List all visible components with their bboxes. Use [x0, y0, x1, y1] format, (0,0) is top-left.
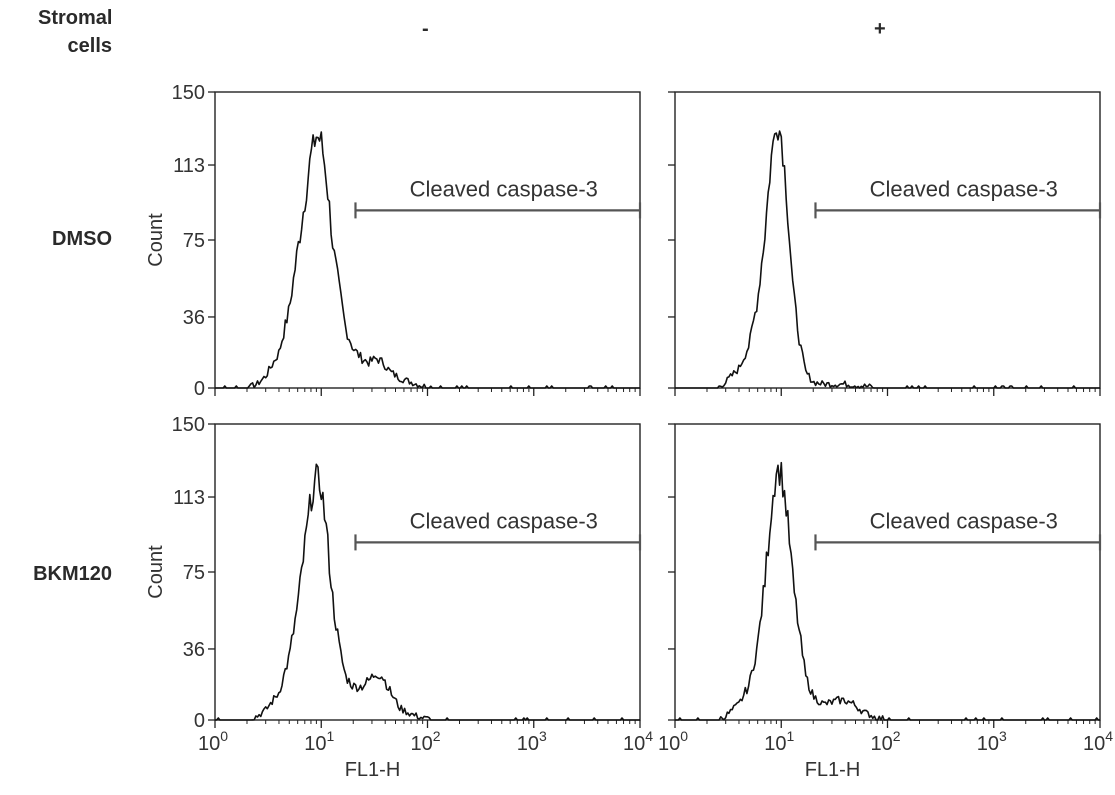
- x-tick-label: 100: [658, 728, 688, 755]
- gate-label: Cleaved caspase-3: [410, 508, 598, 533]
- y-tick-label: 0: [194, 710, 205, 732]
- x-tick-label: 103: [517, 728, 547, 755]
- y-tick-label: 113: [173, 487, 205, 509]
- y-tick-label: 150: [172, 414, 205, 436]
- row-header-line2: cells: [67, 35, 112, 57]
- x-axis-label: FL1-H: [805, 759, 861, 781]
- column-header-plus: +: [874, 18, 886, 40]
- row-header-stromal: Stromal cells: [38, 4, 112, 60]
- histogram-panel-bkm120-plus: 100 101 102 103 104 FL1-H Cleaved caspase-3: [658, 423, 1113, 781]
- x-tick-label: 103: [977, 728, 1007, 755]
- histogram-trace: [215, 131, 640, 389]
- row-header-line1: Stromal: [38, 7, 113, 29]
- y-axis-label: Count: [145, 213, 167, 267]
- y-tick-label: 75: [183, 562, 205, 584]
- histogram-panel-dmso-minus: 0 36 75 113 150 Count Cleaved caspase-3: [145, 82, 642, 400]
- gate-label: Cleaved caspase-3: [870, 508, 1058, 533]
- histogram-trace: [675, 130, 1100, 389]
- y-tick-label: 75: [183, 230, 205, 252]
- y-tick-label: 113: [173, 155, 205, 177]
- y-axis-label: Count: [145, 545, 167, 599]
- histogram-panel-dmso-plus: Cleaved caspase-3: [668, 91, 1102, 396]
- x-tick-label: 104: [1083, 728, 1113, 755]
- y-tick-label: 36: [183, 307, 205, 329]
- y-tick-label: 36: [183, 639, 205, 661]
- x-tick-label: 104: [623, 728, 653, 755]
- x-tick-label: 101: [304, 728, 334, 755]
- y-tick-label: 150: [172, 82, 205, 104]
- histogram-trace: [215, 463, 640, 721]
- row-label-dmso: DMSO: [52, 228, 112, 250]
- plot-frame: [214, 91, 641, 389]
- x-axis-label: FL1-H: [345, 759, 401, 781]
- plot-frame: [214, 423, 641, 721]
- gate-label: Cleaved caspase-3: [870, 176, 1058, 201]
- column-header-minus: -: [422, 18, 429, 40]
- x-tick-label: 100: [198, 728, 228, 755]
- x-tick-label: 101: [764, 728, 794, 755]
- x-tick-label: 102: [410, 728, 440, 755]
- plot-frame: [674, 91, 1101, 389]
- y-tick-label: 0: [194, 378, 205, 400]
- x-tick-label: 102: [870, 728, 900, 755]
- histogram-trace: [675, 461, 1100, 721]
- row-label-bkm120: BKM120: [33, 563, 112, 585]
- plot-frame: [674, 423, 1101, 721]
- gate-label: Cleaved caspase-3: [410, 176, 598, 201]
- histogram-panel-bkm120-minus: 0 36 75 113 150 100 101 102 103 104 FL1-H Count Clea…: [145, 414, 653, 781]
